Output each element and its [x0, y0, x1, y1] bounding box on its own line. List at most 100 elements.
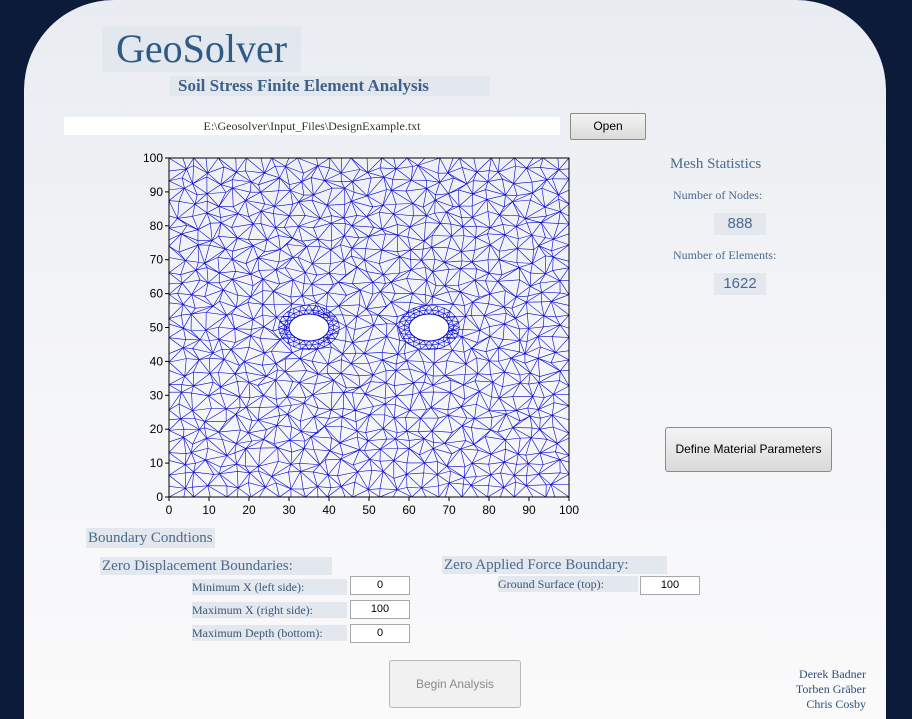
mesh-edge: [192, 216, 199, 230]
mesh-edge: [409, 448, 425, 464]
mesh-edge: [218, 328, 235, 340]
y-tick-label: 20: [150, 422, 164, 436]
mesh-edge: [504, 234, 518, 249]
mesh-edge: [515, 279, 520, 298]
mesh-edge: [503, 195, 506, 207]
begin-analysis-button[interactable]: Begin Analysis: [389, 660, 521, 708]
mesh-edge: [317, 165, 325, 181]
mesh-edge: [343, 408, 356, 411]
mesh-edge: [207, 447, 228, 456]
mesh-edge: [204, 282, 209, 297]
mesh-edge: [425, 373, 434, 377]
mesh-edge: [260, 210, 276, 228]
mesh-edge: [368, 325, 375, 341]
mesh-edge: [275, 380, 277, 400]
mesh-edge: [525, 437, 532, 456]
mesh-edge: [287, 413, 302, 432]
mesh-edge: [526, 157, 534, 169]
mesh-edge: [528, 463, 544, 465]
file-path-field[interactable]: E:\Geosolver\Input_Files\DesignExample.t…: [64, 117, 560, 135]
mesh-edge: [298, 382, 313, 395]
mesh-edge: [324, 426, 341, 444]
mesh-edge: [324, 167, 330, 181]
mesh-edge: [499, 234, 506, 252]
mesh-edge: [287, 402, 305, 415]
mesh-edge: [417, 165, 427, 181]
mesh-edge: [537, 358, 552, 364]
mesh-edge: [262, 290, 274, 292]
mesh-edge: [452, 303, 465, 306]
mesh-edge: [342, 314, 357, 317]
mesh-edge: [192, 429, 200, 445]
mesh-edge: [218, 282, 224, 290]
mesh-edge: [461, 403, 477, 408]
mesh-edge: [222, 279, 233, 291]
mesh-edge: [222, 439, 237, 444]
mesh-edge: [545, 273, 561, 281]
mesh-edge: [432, 448, 452, 454]
mesh-edge: [220, 373, 236, 388]
min-x-input[interactable]: 0: [350, 576, 410, 595]
mesh-edge: [352, 181, 368, 197]
open-button[interactable]: Open: [570, 113, 646, 140]
mesh-edge: [460, 406, 475, 419]
mesh-edge: [473, 429, 491, 445]
mesh-edge: [397, 234, 408, 238]
mesh-edge: [413, 307, 420, 312]
mesh-edge: [193, 471, 209, 486]
mesh-edge: [525, 206, 546, 219]
mesh-edge: [239, 361, 245, 366]
mesh-edge: [552, 336, 570, 338]
mesh-edge: [409, 316, 412, 321]
mesh-edge: [425, 373, 434, 386]
x-tick-label: 50: [362, 503, 376, 517]
mesh-edge: [383, 168, 397, 178]
mesh-edge: [385, 395, 397, 399]
mesh-edge: [326, 187, 345, 206]
mesh-edge: [327, 487, 332, 498]
mesh-edge: [532, 427, 540, 430]
mesh-edge: [185, 260, 199, 263]
mesh-edge: [299, 343, 302, 350]
mesh-edge: [209, 357, 225, 360]
mesh-edge: [343, 201, 352, 219]
mesh-edge: [541, 301, 552, 303]
mesh-edge: [285, 358, 301, 372]
mesh-edge: [386, 336, 399, 355]
mesh-edge: [351, 225, 369, 237]
mesh-edge: [380, 291, 387, 307]
max-x-input[interactable]: 100: [350, 600, 410, 619]
mesh-edge: [301, 348, 310, 351]
mesh-edge: [168, 370, 185, 377]
mesh-edge: [273, 425, 278, 444]
mesh-edge: [320, 218, 332, 224]
mesh-edge: [292, 303, 306, 306]
mesh-edge: [552, 267, 570, 271]
mesh-edge: [498, 347, 520, 353]
mesh-edge: [263, 395, 278, 408]
ground-surface-input[interactable]: 100: [640, 576, 700, 595]
mesh-edge: [351, 392, 356, 411]
mesh-edge: [490, 417, 493, 430]
mesh-edge: [437, 461, 447, 467]
mesh-edge: [331, 380, 334, 393]
mesh-edge: [444, 260, 463, 263]
mesh-edge: [237, 213, 249, 217]
mesh-edge: [460, 448, 473, 464]
max-depth-input[interactable]: 0: [350, 624, 410, 643]
define-material-button[interactable]: Define Material Parameters: [665, 427, 832, 472]
mesh-edge: [466, 180, 474, 185]
mesh-edge: [557, 157, 560, 170]
mesh-edge: [331, 316, 336, 321]
mesh-edge: [477, 330, 481, 343]
mesh-edge: [444, 268, 461, 287]
mesh-edge: [325, 306, 327, 316]
mesh-edge: [422, 207, 427, 216]
mesh-edge: [277, 447, 292, 453]
mesh-edge: [448, 324, 454, 328]
mesh-edge: [182, 279, 201, 284]
mesh-edge: [310, 177, 314, 195]
mesh-edge: [218, 206, 239, 214]
mesh-edge: [471, 199, 487, 207]
mesh-edge: [555, 314, 570, 318]
